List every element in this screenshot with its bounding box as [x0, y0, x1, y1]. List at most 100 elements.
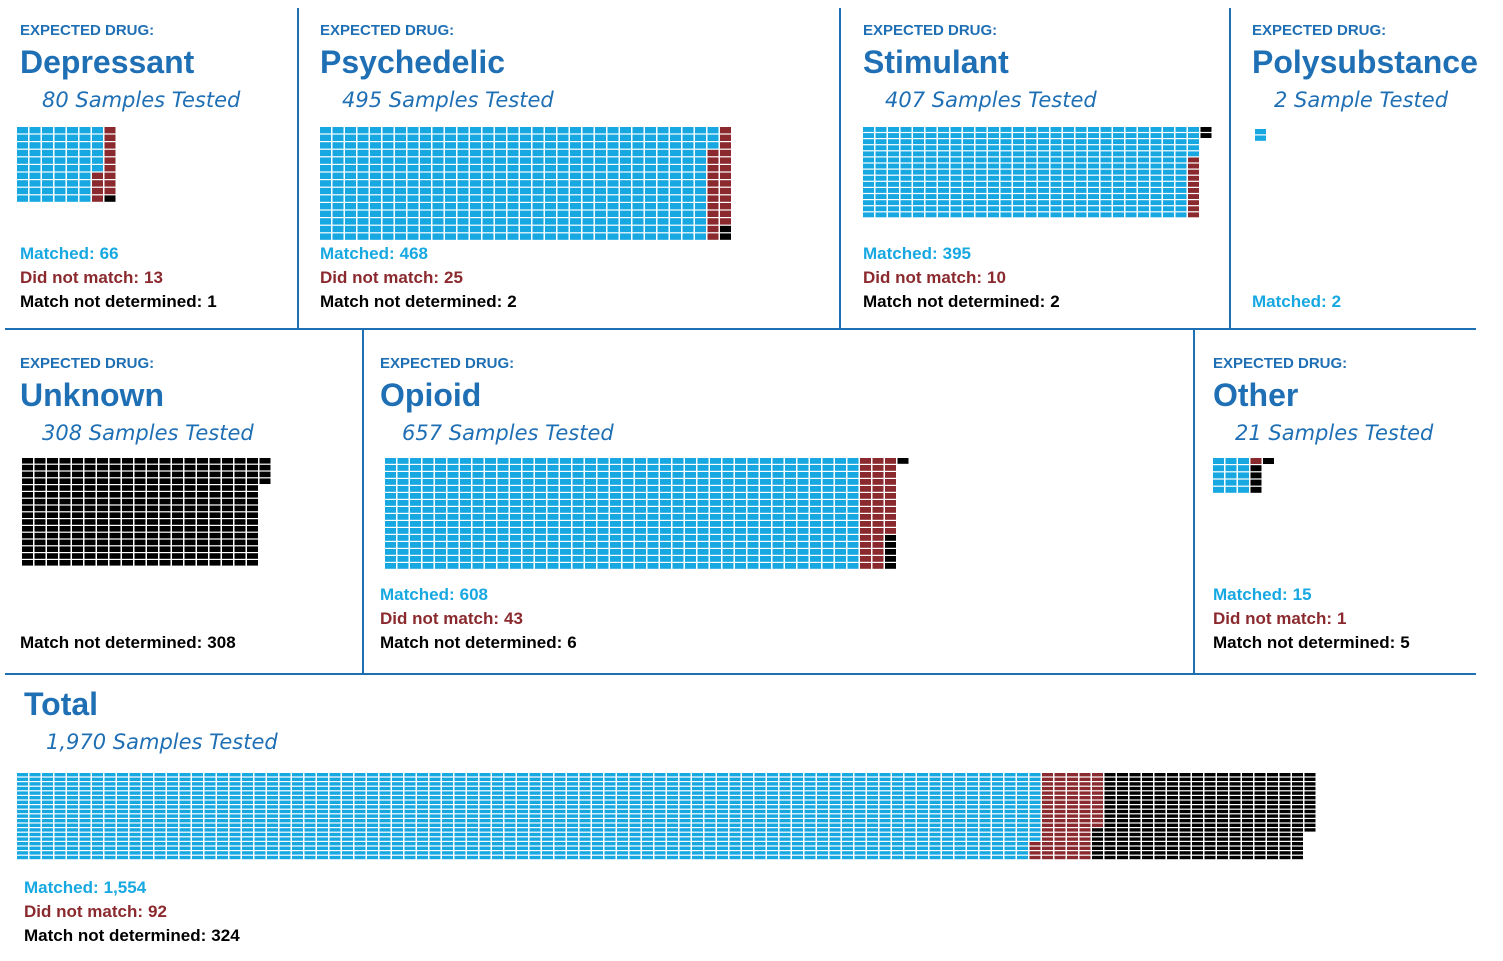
waffle-cell [842, 828, 853, 832]
waffle-cell [1167, 796, 1178, 800]
waffle-cell [97, 492, 108, 498]
waffle-cell [747, 486, 759, 492]
waffle-cell [772, 458, 784, 464]
legend-name: Matched: [320, 244, 395, 263]
waffle-cell [332, 165, 344, 172]
waffle-cell [122, 492, 133, 498]
waffle-cell [117, 823, 128, 827]
waffle-cell [109, 539, 121, 546]
waffle-cell [197, 458, 208, 464]
waffle-cell [407, 233, 419, 240]
waffle-cell [1025, 206, 1037, 212]
waffle-cell [209, 471, 221, 478]
waffle-cell [557, 142, 569, 149]
waffle-cell [109, 546, 121, 552]
waffle-cell [804, 832, 816, 837]
waffle-cell [417, 832, 428, 837]
waffle-cell [647, 542, 659, 548]
waffle-cell [435, 507, 446, 513]
waffle-cell [197, 546, 208, 552]
waffle-cell [1075, 194, 1087, 199]
waffle-cell [1242, 782, 1253, 786]
waffle-cell [445, 172, 456, 179]
waffle-cell [925, 139, 937, 145]
waffle-cell [1179, 805, 1191, 809]
waffle-cell [104, 823, 116, 827]
waffle-cell [79, 134, 91, 141]
waffle-cell [179, 837, 191, 841]
waffle-cell [485, 458, 496, 464]
waffle-cell [1217, 814, 1228, 818]
waffle-cell [504, 791, 516, 795]
waffle-cell [329, 800, 341, 804]
waffle-cell [354, 809, 366, 814]
waffle-cell [1242, 828, 1253, 832]
waffle-cell [179, 805, 191, 809]
waffle-cell [204, 837, 216, 841]
waffle-cell [904, 846, 916, 850]
waffle-cell [592, 782, 603, 786]
waffle-cell [54, 142, 66, 149]
waffle-cell [545, 218, 556, 225]
waffle-cell [517, 842, 528, 846]
waffle-cell [667, 823, 678, 827]
waffle-cell [635, 542, 646, 548]
waffle-cell [385, 521, 396, 527]
legend-name: Did not match: [320, 268, 439, 287]
waffle-cell [572, 528, 584, 534]
waffle-cell [34, 498, 46, 505]
waffle-cell [963, 145, 974, 151]
waffle-cell [79, 819, 91, 823]
waffle-cell [872, 514, 884, 520]
waffle-cell [129, 837, 141, 841]
waffle-cell [967, 809, 978, 814]
waffle-cell [767, 823, 778, 827]
waffle-cell [925, 175, 937, 181]
waffle-cell [1063, 157, 1074, 163]
waffle-cell [1163, 151, 1174, 157]
waffle-cell [54, 828, 66, 832]
waffle-cell [875, 175, 887, 181]
waffle-cell [547, 535, 559, 541]
waffle-cell [517, 786, 528, 791]
waffle-cell [597, 500, 609, 506]
waffle-cell [42, 828, 53, 832]
waffle-cell [992, 786, 1003, 791]
waffle-cell [67, 782, 78, 786]
waffle-cell [1025, 200, 1037, 206]
waffle-cell [597, 465, 609, 471]
waffle-cell [742, 782, 753, 786]
waffle-cell [97, 539, 108, 546]
waffle-cell [329, 842, 341, 846]
waffle-cell [22, 492, 33, 498]
waffle-cell [79, 777, 91, 781]
waffle-cell [925, 157, 937, 163]
waffle-cell [1050, 139, 1062, 145]
waffle-cell [197, 485, 208, 491]
waffle-cell [492, 855, 503, 860]
waffle-cell [1100, 175, 1112, 181]
waffle-cell [122, 505, 133, 512]
waffle-cell [1067, 796, 1078, 800]
waffle-cell [520, 172, 531, 179]
waffle-cell [147, 546, 158, 552]
waffle-cell [357, 195, 369, 202]
waffle-cell [410, 500, 421, 506]
waffle-cell [379, 814, 391, 818]
legend-entry: Match not determined: 6 [380, 633, 577, 652]
waffle-cell [267, 791, 278, 795]
waffle-cell [304, 777, 316, 781]
waffle-cell [385, 535, 396, 541]
waffle-cell [422, 507, 434, 513]
waffle-cell [422, 486, 434, 492]
waffle-cell [647, 528, 659, 534]
waffle-cell [354, 796, 366, 800]
waffle-cell [1029, 782, 1041, 786]
waffle-cell [34, 471, 46, 478]
waffle-cell [482, 233, 494, 240]
waffle-cell [1188, 127, 1199, 132]
waffle-cell [560, 528, 571, 534]
waffle-cell [397, 535, 409, 541]
waffle-cell [279, 828, 291, 832]
waffle-cell [392, 773, 403, 777]
